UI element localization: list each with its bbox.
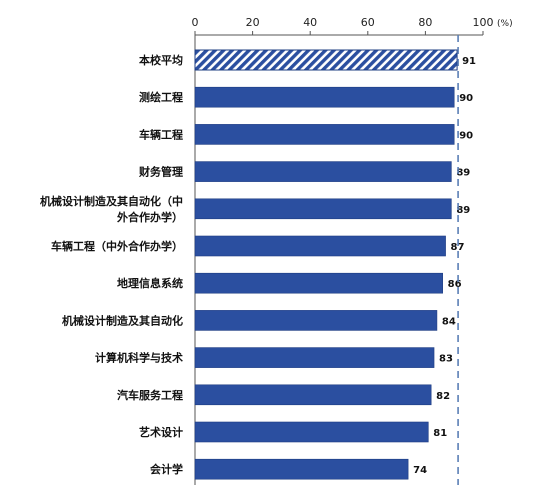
bar bbox=[194, 161, 452, 182]
data-label: 87 bbox=[451, 242, 465, 253]
bar bbox=[194, 272, 443, 294]
category-label: 地理信息系统 bbox=[117, 276, 183, 290]
data-label: 82 bbox=[436, 391, 450, 402]
x-tick-label: 0 bbox=[192, 16, 199, 29]
bar bbox=[194, 310, 438, 331]
data-label: 84 bbox=[442, 316, 456, 327]
data-label: 89 bbox=[456, 168, 470, 179]
x-tick-label: 40 bbox=[303, 16, 317, 29]
bar bbox=[194, 124, 455, 145]
bar bbox=[194, 347, 435, 368]
category-label: 汽车服务工程 bbox=[117, 388, 183, 402]
bar bbox=[194, 384, 432, 406]
category-label: 会计学 bbox=[150, 462, 183, 476]
bar bbox=[194, 49, 458, 71]
category-label: 本校平均 bbox=[139, 53, 183, 67]
x-tick-label: 20 bbox=[246, 16, 260, 29]
x-tick-label: 60 bbox=[361, 16, 375, 29]
category-label: 机械设计制造及其自动化（中外合作办学） bbox=[40, 194, 183, 224]
category-label: 车辆工程（中外合作办学） bbox=[51, 239, 183, 253]
bar bbox=[194, 198, 452, 220]
x-tick-label: 80 bbox=[418, 16, 432, 29]
category-label: 测绘工程 bbox=[139, 90, 183, 104]
bar bbox=[194, 458, 409, 480]
bar bbox=[194, 86, 455, 108]
data-label: 90 bbox=[459, 93, 473, 104]
data-label: 74 bbox=[413, 465, 427, 476]
data-label: 91 bbox=[462, 56, 476, 67]
category-label: 机械设计制造及其自动化 bbox=[62, 313, 183, 327]
bar bbox=[194, 421, 429, 443]
category-label: 财务管理 bbox=[138, 165, 183, 179]
bar bbox=[194, 235, 446, 257]
data-label: 90 bbox=[459, 130, 473, 141]
data-label: 83 bbox=[439, 354, 453, 365]
x-tick-label: 100 bbox=[473, 16, 494, 29]
category-label: 车辆工程 bbox=[139, 127, 183, 141]
category-label: 计算机科学与技术 bbox=[95, 351, 183, 365]
data-label: 86 bbox=[448, 279, 462, 290]
data-label: 89 bbox=[456, 205, 470, 216]
x-axis-unit: (%) bbox=[497, 19, 513, 29]
category-label: 艺术设计 bbox=[139, 425, 183, 439]
data-label: 81 bbox=[433, 428, 447, 439]
